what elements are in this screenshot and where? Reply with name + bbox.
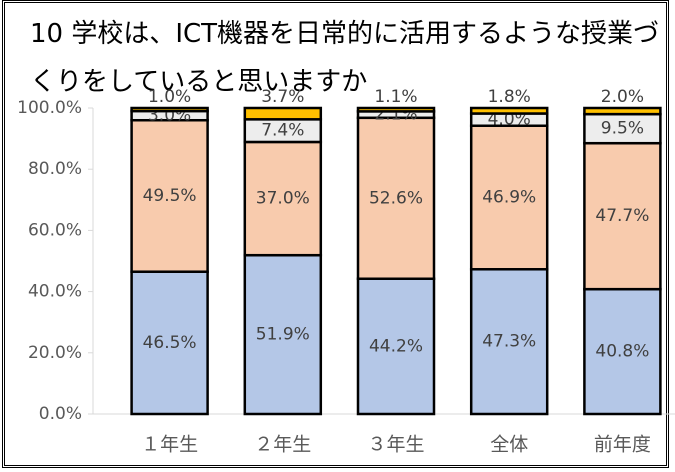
chart-title: 10 学校は、ICT機器を日常的に活用するような授業づくりをしていると思いますか bbox=[30, 19, 660, 97]
bar-segment bbox=[583, 106, 662, 116]
x-tick-label: 前年度 bbox=[594, 434, 651, 456]
data-label: 52.6% bbox=[369, 188, 423, 208]
bar-segment bbox=[130, 118, 209, 273]
y-tick-label: 20.0% bbox=[28, 343, 82, 363]
data-label: 44.2% bbox=[369, 336, 423, 356]
data-label: 49.5% bbox=[143, 186, 197, 206]
data-label: 51.9% bbox=[256, 325, 310, 345]
y-tick-label: 40.0% bbox=[28, 282, 82, 302]
data-label: 3.7% bbox=[261, 87, 304, 107]
data-label: 1.1% bbox=[374, 87, 417, 107]
y-tick-label: 60.0% bbox=[28, 220, 82, 240]
y-tick-label: 80.0% bbox=[28, 159, 82, 179]
x-tick-label: 全体 bbox=[490, 434, 528, 456]
bar-segment bbox=[469, 268, 549, 416]
data-label: 7.4% bbox=[261, 121, 304, 141]
x-tick-label: ３年生 bbox=[367, 434, 424, 456]
x-tick-label: ２年生 bbox=[254, 434, 311, 456]
bar-segment bbox=[130, 270, 209, 416]
frame bbox=[2, 0, 669, 468]
bar-segment bbox=[356, 106, 436, 113]
data-label: 2.0% bbox=[601, 87, 644, 107]
data-label: 46.9% bbox=[482, 188, 536, 208]
bar-segment bbox=[243, 140, 323, 257]
x-tick-label: １年生 bbox=[141, 434, 198, 456]
bar-segment bbox=[469, 106, 549, 115]
bar-segment bbox=[243, 106, 323, 121]
data-label: 40.8% bbox=[595, 342, 649, 362]
data-label: 1.8% bbox=[488, 87, 531, 107]
data-label: 47.7% bbox=[595, 206, 649, 226]
y-tick-label: 100.0% bbox=[17, 98, 82, 118]
data-label: 46.5% bbox=[143, 333, 197, 353]
bar-segment bbox=[130, 106, 209, 113]
bar-segment bbox=[356, 116, 436, 280]
y-tick-label: 0.0% bbox=[39, 404, 82, 424]
data-label: 1.0% bbox=[148, 87, 191, 107]
data-label: 9.5% bbox=[601, 119, 644, 139]
bar-segment bbox=[356, 277, 436, 416]
bar-segment bbox=[469, 124, 549, 271]
bar-segment bbox=[243, 253, 323, 416]
data-label: 37.0% bbox=[256, 189, 310, 209]
data-label: 47.3% bbox=[482, 332, 536, 352]
